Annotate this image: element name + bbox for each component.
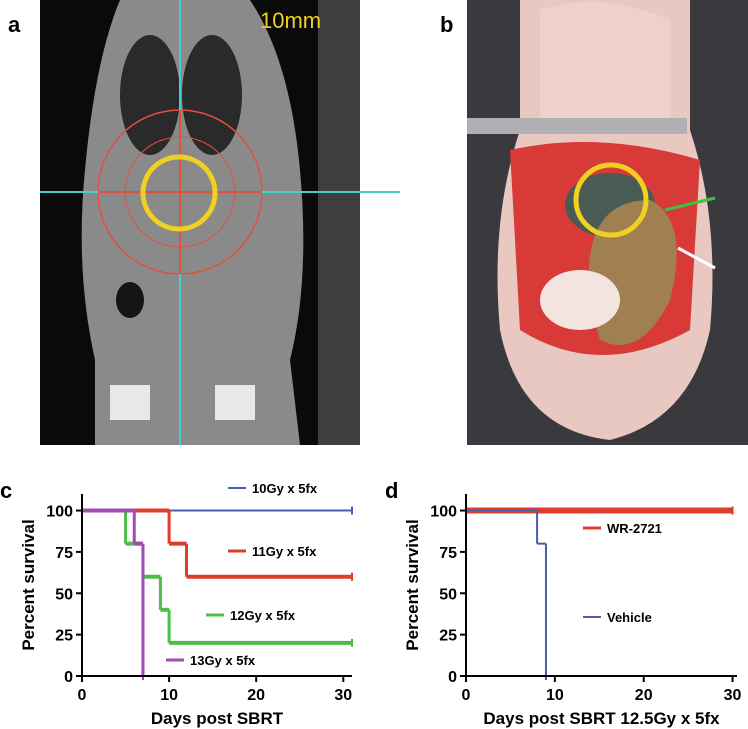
legend-label: 10Gy x 5fx: [252, 481, 318, 496]
ct-image: [40, 0, 400, 445]
y-tick-label: 75: [55, 545, 73, 562]
y-tick-label: 75: [439, 545, 457, 562]
y-tick-label: 25: [439, 628, 457, 645]
x-axis-title: Days post SBRT: [151, 709, 284, 728]
y-tick-label: 100: [46, 504, 73, 521]
panel-label: a: [8, 12, 21, 37]
y-tick-label: 25: [55, 628, 73, 645]
legend-label: 12Gy x 5fx: [230, 608, 296, 623]
scale-label: 10mm: [260, 8, 321, 33]
y-tick-label: 50: [439, 586, 457, 603]
x-tick-label: 20: [247, 687, 265, 704]
dissection-photo: [467, 0, 748, 445]
y-tick-label: 50: [55, 586, 73, 603]
x-tick-label: 10: [546, 687, 564, 704]
y-tick-label: 0: [448, 669, 457, 686]
legend-label: WR-2721: [607, 521, 662, 536]
x-tick-label: 20: [635, 687, 653, 704]
x-tick-label: 0: [462, 687, 471, 704]
panel-label: d: [385, 478, 398, 503]
panel-label: b: [440, 12, 453, 37]
y-axis-title: Percent survival: [19, 519, 38, 650]
legend-label: 11Gy x 5fx: [252, 544, 317, 559]
x-tick-label: 30: [334, 687, 352, 704]
y-axis-title: Percent survival: [403, 519, 422, 650]
x-tick-label: 0: [78, 687, 87, 704]
panel-label: c: [0, 478, 12, 503]
legend-label: 13Gy x 5fx: [190, 653, 256, 668]
x-axis-title: Days post SBRT 12.5Gy x 5fx: [483, 709, 720, 728]
y-tick-label: 0: [64, 669, 73, 686]
x-tick-label: 10: [160, 687, 178, 704]
y-tick-label: 100: [430, 504, 457, 521]
legend-label: Vehicle: [607, 610, 652, 625]
x-tick-label: 30: [724, 687, 742, 704]
